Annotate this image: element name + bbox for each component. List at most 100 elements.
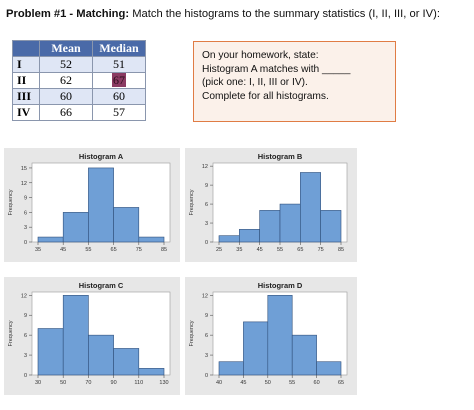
- histogram-bar: [316, 361, 342, 376]
- histogram-d-title: Histogram D: [258, 281, 303, 290]
- x-tick-label: 55: [85, 247, 91, 253]
- y-tick-label: 9: [205, 313, 208, 319]
- mean-cell: 60: [39, 88, 93, 105]
- histogram-d-panel: Histogram D Frequency 0 3 6 9 12 40 45 50 55 60 65: [185, 277, 357, 395]
- median-cell: 60: [92, 88, 146, 105]
- histogram-bar: [62, 295, 89, 376]
- x-tick-label: 35: [35, 247, 41, 253]
- histogram-a-panel: Histogram A Frequency 0 3 6 9 12 15 35 45 55 65 75 85: [4, 148, 180, 262]
- histogram-bar: [62, 212, 89, 243]
- x-tick-label: 110: [134, 380, 143, 386]
- histogram-bar: [243, 321, 269, 376]
- histogram-bar: [320, 210, 342, 243]
- histogram-c-chart: Histogram C Frequency 0 3 6 9 12 30 50 70 90 110 130: [8, 281, 171, 386]
- mean-cell: 62: [39, 72, 93, 89]
- histogram-d-ylabel: Frequency: [189, 320, 195, 346]
- problem-heading: Problem #1 - Matching: Match the histogr…: [6, 8, 440, 20]
- y-tick-label: 6: [205, 202, 208, 208]
- y-tick-label: 15: [21, 166, 27, 172]
- x-tick-label: 30: [35, 380, 41, 386]
- y-tick-label: 3: [24, 225, 27, 231]
- y-tick-label: 0: [24, 240, 27, 246]
- histogram-bar: [88, 167, 114, 243]
- x-tick-label: 85: [338, 247, 344, 253]
- problem-instructions: Match the histograms to the summary stat…: [132, 8, 440, 20]
- histogram-a-chart: Histogram A Frequency 0 3 6 9 12 15 35 45 55 65 75 85: [8, 152, 171, 253]
- histogram-bar: [300, 172, 321, 243]
- histogram-b-title: Histogram B: [258, 152, 303, 161]
- table-header-median: Median: [92, 40, 146, 57]
- x-tick-label: 45: [257, 247, 263, 253]
- row-label: I: [12, 56, 40, 73]
- row-label: II: [12, 72, 40, 89]
- table-header-row: Mean Median: [12, 40, 146, 57]
- y-tick-label: 6: [24, 333, 27, 339]
- histogram-bar: [267, 295, 293, 376]
- note-line: (pick one: I, II, III or IV).: [202, 77, 308, 89]
- x-tick-label: 45: [240, 380, 246, 386]
- highlighted-value: 67: [112, 73, 126, 87]
- x-tick-label: 50: [60, 380, 66, 386]
- x-tick-label: 90: [111, 380, 117, 386]
- x-tick-label: 40: [216, 380, 222, 386]
- histogram-bar: [138, 368, 165, 376]
- histogram-bar: [88, 334, 114, 376]
- note-line: Histogram A matches with _____: [202, 63, 351, 75]
- histogram-bar: [37, 328, 64, 376]
- table-row: I 52 51: [12, 56, 146, 73]
- histogram-bar: [37, 236, 64, 243]
- problem-label: Problem #1 - Matching:: [6, 8, 130, 20]
- y-tick-label: 6: [24, 210, 27, 216]
- x-tick-label: 75: [136, 247, 142, 253]
- row-label: III: [12, 88, 40, 105]
- y-tick-label: 12: [202, 164, 208, 170]
- x-tick-label: 70: [85, 380, 91, 386]
- summary-statistics-table: Mean Median I 52 51 II 62 67 III 60 60 I…: [12, 40, 146, 121]
- row-label: IV: [12, 104, 40, 121]
- histogram-bar: [218, 361, 244, 376]
- mean-cell: 66: [39, 104, 93, 121]
- table-header-blank: [12, 40, 40, 57]
- x-tick-label: 50: [265, 380, 271, 386]
- histogram-c-ylabel: Frequency: [8, 320, 14, 346]
- histogram-a-ylabel: Frequency: [8, 189, 14, 215]
- x-tick-label: 60: [314, 380, 320, 386]
- x-tick-label: 65: [338, 380, 344, 386]
- median-cell: 51: [92, 56, 146, 73]
- y-tick-label: 6: [205, 333, 208, 339]
- histogram-bar: [138, 236, 165, 243]
- y-tick-label: 0: [205, 240, 208, 246]
- x-tick-label: 65: [111, 247, 117, 253]
- histogram-bar: [279, 203, 301, 243]
- histogram-b-ylabel: Frequency: [189, 189, 195, 215]
- histogram-c-title: Histogram C: [79, 281, 124, 290]
- y-tick-label: 12: [21, 293, 27, 299]
- histogram-d-chart: Histogram D Frequency 0 3 6 9 12 40 45 50 55 60 65: [189, 281, 348, 386]
- x-tick-label: 35: [236, 247, 242, 253]
- histogram-bar: [218, 235, 240, 243]
- y-tick-label: 12: [202, 293, 208, 299]
- table-header-mean: Mean: [39, 40, 93, 57]
- x-tick-label: 55: [277, 247, 283, 253]
- y-tick-label: 3: [205, 353, 208, 359]
- x-tick-label: 25: [216, 247, 222, 253]
- median-cell: 67: [92, 72, 146, 89]
- histogram-bar: [113, 207, 140, 243]
- y-tick-label: 9: [205, 183, 208, 189]
- x-tick-label: 85: [161, 247, 167, 253]
- histogram-bar: [259, 210, 281, 243]
- histogram-c-panel: Histogram C Frequency 0 3 6 9 12 30 50 70 90 110 130: [4, 277, 180, 395]
- table-row: II 62 67: [12, 72, 146, 89]
- x-tick-label: 130: [159, 380, 168, 386]
- histogram-b-chart: Histogram B Frequency 0 3 6 9 12 25 35 45 55 65 75 85: [189, 152, 348, 253]
- histogram-bar: [239, 229, 260, 243]
- histogram-a-title: Histogram A: [79, 152, 124, 161]
- y-tick-label: 3: [205, 221, 208, 227]
- y-tick-label: 0: [205, 373, 208, 379]
- histogram-bar: [113, 348, 140, 376]
- table-row: III 60 60: [12, 88, 146, 105]
- median-cell: 57: [92, 104, 146, 121]
- x-tick-label: 65: [297, 247, 303, 253]
- y-tick-label: 0: [24, 373, 27, 379]
- y-tick-label: 9: [24, 313, 27, 319]
